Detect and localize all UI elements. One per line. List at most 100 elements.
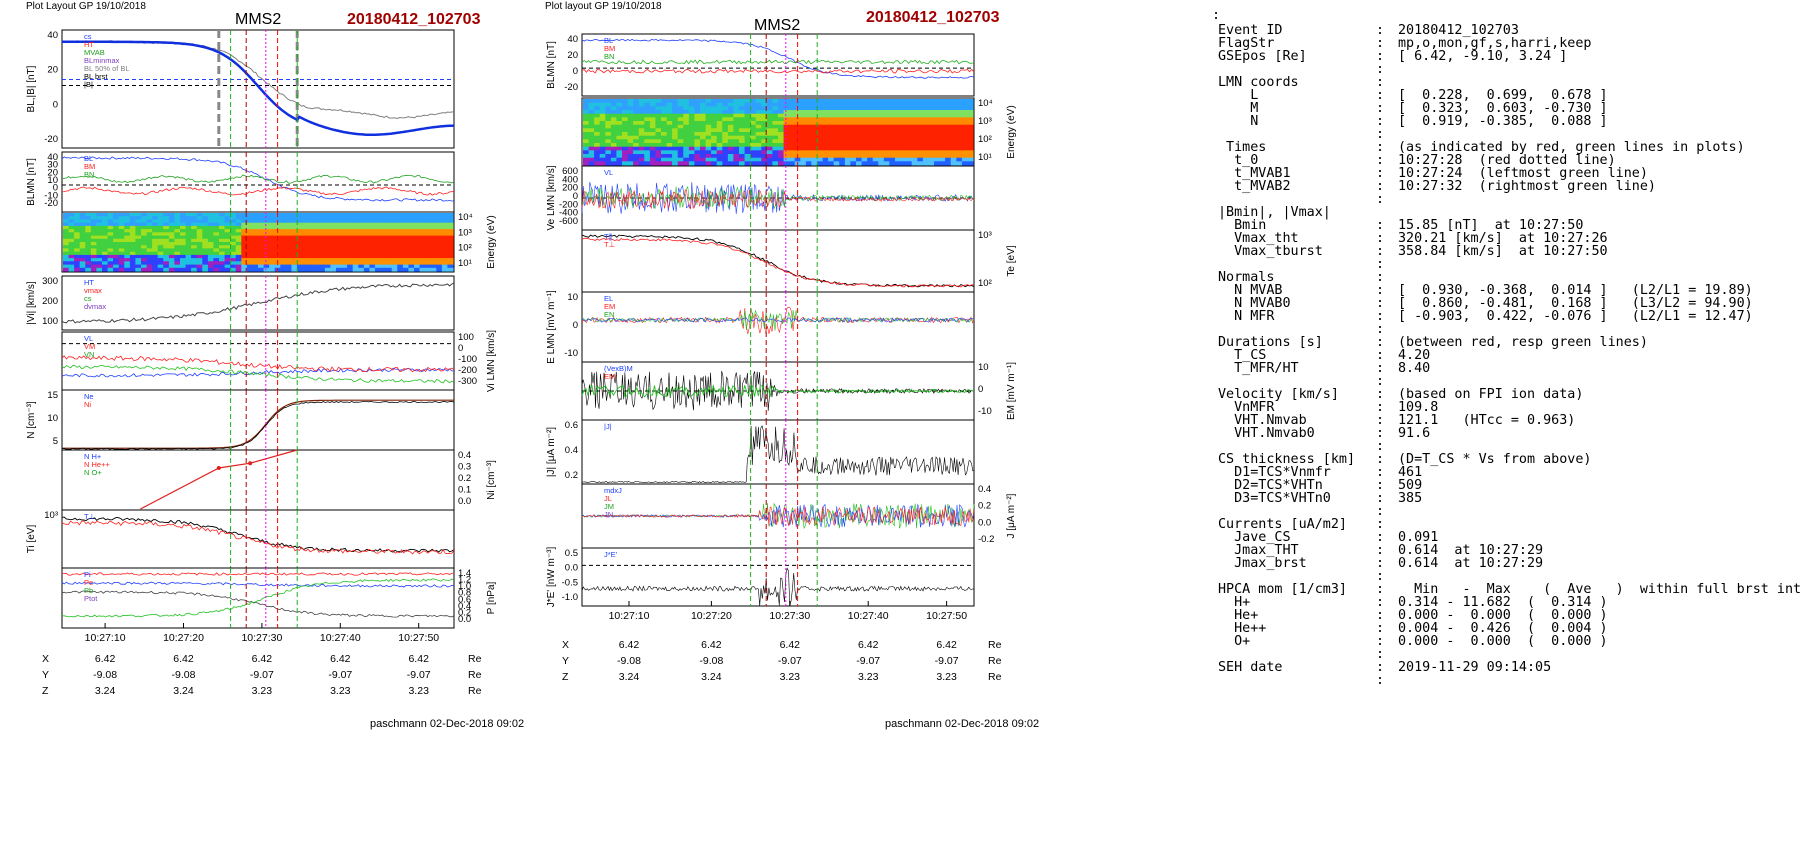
tick-label: 0.1	[458, 485, 471, 496]
tick-label: 10	[47, 413, 58, 424]
legend-entry: HT	[84, 278, 94, 287]
summary-colon: :	[1376, 75, 1385, 90]
panel-em: 10 0 -10 EM [mV m⁻¹] (VexB)MEM	[581, 361, 1017, 421]
summary-colon: :	[1376, 374, 1385, 389]
tick-label: 10¹	[978, 152, 992, 163]
panel-ti: 10³ Ti [eV] T⊥	[26, 509, 455, 569]
mid-position-table: X 6.42 6.42 6.42 6.42 6.42 Re Y -9.08 -9.08 -9.07 -…	[562, 639, 1002, 683]
axis-label: Ni [cm⁻³]	[486, 460, 497, 500]
summary-row: L: [ 0.228, 0.699, 0.678 ]	[1218, 88, 1608, 103]
tick-label: 40	[47, 30, 58, 41]
series-BL-brst	[62, 40, 455, 136]
position-value: -9.08	[617, 655, 641, 667]
summary-row: H+:0.314 - 11.682 ( 0.314 )	[1218, 595, 1608, 610]
position-row-label: X	[562, 639, 569, 651]
summary-key: LMN coords	[1218, 75, 1299, 90]
mid-event-title: 20180412_102703	[866, 9, 1000, 26]
tick-label: 20	[567, 50, 578, 61]
series-VN	[61, 355, 455, 373]
tick-label: -0.2	[978, 534, 994, 545]
tick-label: -20	[44, 134, 58, 145]
summary-key: t_0	[1218, 153, 1259, 168]
summary-value: Min - Max ( Ave ) within full brst int	[1398, 582, 1802, 597]
summary-value: 4.20	[1398, 348, 1431, 363]
summary-row: t_0:10:27:28 (red dotted line)	[1218, 153, 1616, 168]
tick-label: -10	[978, 406, 992, 417]
series-BN	[61, 186, 455, 196]
summary-row: :	[1218, 374, 1398, 389]
summary-value: 109.8	[1398, 400, 1439, 415]
summary-row: :	[1218, 504, 1398, 519]
summary-value: [ 6.42, -9.10, 3.24 ]	[1398, 49, 1568, 64]
tick-label: 10	[47, 175, 58, 186]
axis-label: P [nPa]	[486, 581, 497, 614]
summary-colon: :	[1376, 400, 1385, 415]
tick-label: 0	[573, 320, 578, 331]
summary-row: Durations [s]: (between red, resp green l…	[1218, 335, 1648, 350]
summary-colon: :	[1376, 153, 1385, 168]
summary-key: HPCA mom [1/cm3]	[1218, 582, 1347, 597]
summary-row: :	[1218, 62, 1398, 77]
tick-label: 0.0	[565, 563, 578, 574]
summary-key: L	[1218, 88, 1259, 103]
position-value: 3.23	[780, 671, 801, 683]
summary-colon: :	[1376, 257, 1385, 272]
time-tick-label: 10:27:20	[163, 632, 204, 644]
legend-entry: T⊥	[84, 512, 96, 521]
left-time-axis: 10:27:10 10:27:20 10:27:30 10:27:40 10:27:50	[85, 623, 439, 644]
tick-label: 0.0	[978, 517, 991, 528]
time-tick-label: 10:27:40	[320, 632, 361, 644]
tick-label: 10³	[458, 227, 472, 238]
tick-label: -20	[44, 198, 58, 209]
summary-value: [ 0.919, -0.385, 0.088 ]	[1398, 114, 1608, 129]
summary-value: 10:27:24 (leftmost green line)	[1398, 166, 1648, 181]
tick-label: -20	[564, 82, 578, 93]
mid-header: Plot layout GP 19/10/2018	[545, 1, 662, 12]
summary-value: [ 0.228, 0.699, 0.678 ]	[1398, 88, 1608, 103]
summary-row: :	[1218, 673, 1398, 688]
summary-colon: :	[1376, 608, 1385, 623]
summary-key: Velocity [km/s]	[1218, 387, 1339, 402]
position-value: -9.08	[172, 669, 196, 681]
position-value: 3.24	[619, 671, 640, 683]
summary-key: VHT.Nmvab	[1218, 413, 1307, 428]
summary-value: 0.000 - 0.000 ( 0.000 )	[1398, 634, 1608, 649]
legend-entry: VL	[84, 334, 93, 343]
summary-key: Bmin	[1218, 218, 1267, 233]
legend-entry: JM	[604, 502, 614, 511]
position-row-label: X	[42, 653, 49, 665]
position-unit: Re	[468, 685, 482, 697]
tick-label: 20	[47, 167, 58, 178]
tick-label: -600	[559, 216, 578, 227]
legend-entry: BL	[604, 36, 613, 45]
time-tick-label: 10:27:10	[85, 632, 126, 644]
panel-spec: 10⁴ 10³ 10² 10¹ Energy (eV)	[581, 97, 1017, 167]
summary-value: 385	[1398, 491, 1423, 506]
legend-entry: HT	[84, 40, 94, 49]
summary-row: N MVAB0: [ 0.860, -0.481, 0.168 ] (L3/L2 …	[1218, 296, 1753, 311]
position-value: -9.07	[935, 655, 959, 667]
position-value: 6.42	[701, 639, 722, 651]
summary-colon: :	[1376, 218, 1385, 233]
summary-top-mark: :	[1212, 8, 1221, 23]
summary-value: 20180412_102703	[1398, 23, 1519, 38]
summary-value: 15.85 [nT] at 10:27:50	[1398, 218, 1584, 233]
series-Tperp	[581, 237, 974, 288]
summary-colon: :	[1376, 192, 1385, 207]
position-value: -9.07	[856, 655, 880, 667]
summary-key: GSEpos [Re]	[1218, 49, 1307, 64]
summary-value: 10:27:28 (red dotted line)	[1398, 153, 1616, 168]
summary-value: (based on FPI ion data)	[1398, 387, 1584, 402]
spectrogram-spec	[63, 213, 454, 272]
legend-entry: MVAB	[84, 48, 105, 57]
summary-key: t_MVAB2	[1218, 179, 1291, 194]
summary-row: :	[1218, 127, 1398, 142]
tick-label: -400	[559, 208, 578, 219]
tick-label: 20	[47, 65, 58, 76]
legend-entry: EM	[604, 302, 615, 311]
summary-colon: :	[1376, 517, 1385, 532]
legend-entry: N H+	[84, 452, 102, 461]
